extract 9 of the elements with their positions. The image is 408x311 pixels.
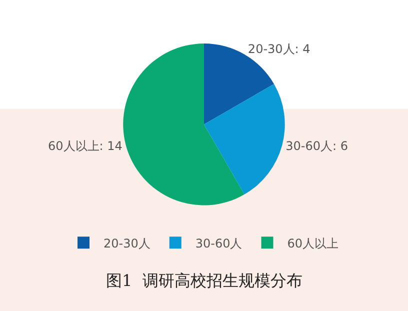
legend-label: 30-60人 [195,236,242,250]
pie-slice [204,84,285,194]
caption: 图1 调研高校招生规模分布 [106,271,302,290]
data-label: 60人以上: 14 [48,138,122,153]
legend-label: 20-30人 [104,236,150,250]
data-label: 20-30人: 4 [248,42,310,56]
legend-label: 60人以上 [287,236,339,250]
data-label: 30-60人: 6 [286,138,348,153]
pie-slice [123,44,244,206]
